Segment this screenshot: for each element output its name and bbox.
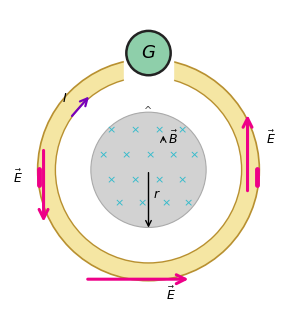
Text: $\vec{E}$: $\vec{E}$ [166,286,176,303]
Text: ×: × [138,199,147,209]
Circle shape [91,112,206,228]
Text: ×: × [107,125,116,135]
Text: ×: × [154,125,164,135]
Text: $\vec{E}$: $\vec{E}$ [266,130,276,148]
Text: ×: × [162,199,171,209]
Text: ×: × [178,175,187,185]
Text: ×: × [107,175,116,185]
Circle shape [38,59,259,281]
Text: ×: × [154,175,164,185]
Text: ×: × [184,199,193,209]
Text: $\vec{B}$: $\vec{B}$ [168,130,178,148]
Bar [124,50,173,80]
Text: ×: × [169,150,178,160]
Text: ×: × [114,199,124,209]
Circle shape [55,77,242,263]
Circle shape [126,31,171,75]
Text: ×: × [178,125,187,135]
Text: $I$: $I$ [61,92,67,105]
Text: ×: × [98,150,108,160]
Text: $\vec{E}$: $\vec{E}$ [13,168,23,186]
Text: ×: × [122,150,131,160]
Text: ×: × [130,125,140,135]
Text: $r$: $r$ [153,188,161,202]
Text: ×: × [189,150,199,160]
Text: G: G [141,44,156,62]
Text: ×: × [130,175,140,185]
Text: ×: × [145,150,155,160]
Text: ^: ^ [144,106,153,116]
